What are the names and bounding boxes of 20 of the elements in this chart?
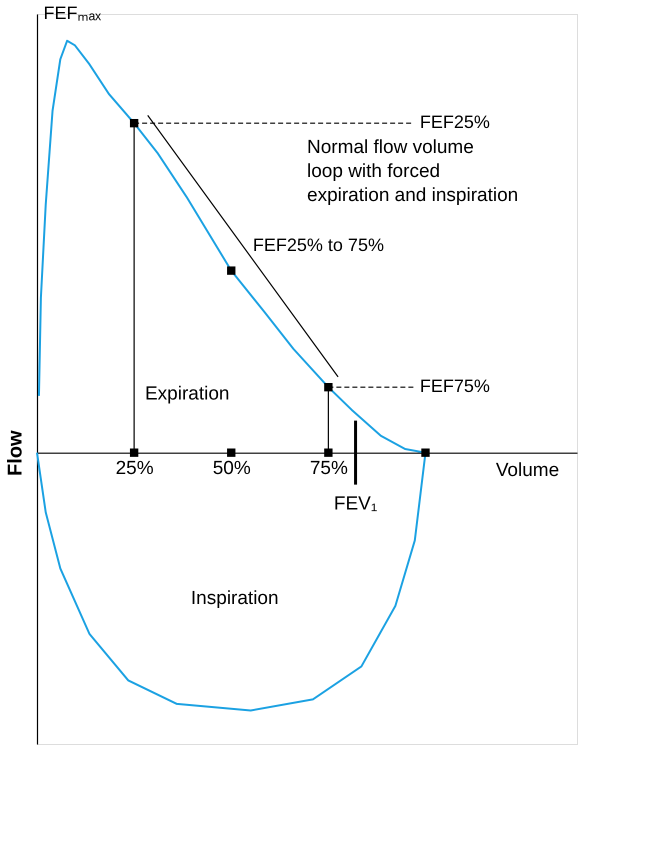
y-axis-title: Flow	[4, 430, 26, 476]
point	[130, 118, 138, 128]
series-label: FEF25% to 75%	[252, 235, 384, 256]
series-label: FEF25%	[420, 112, 490, 132]
annotation: Inspiration	[190, 588, 279, 609]
point	[324, 448, 333, 457]
x-axis-title: Volume	[496, 460, 560, 482]
ref-line-label: FEV₁	[334, 494, 378, 515]
x-tick-label: 50%	[212, 458, 251, 480]
series-label: FEF75%	[420, 376, 490, 396]
point	[227, 266, 236, 275]
point	[227, 448, 236, 457]
x-tick-label: 25%	[116, 458, 154, 480]
point	[130, 448, 138, 457]
x-tick-label: 75%	[310, 458, 348, 480]
point	[324, 383, 333, 392]
text: Normal flow volume loop with forced expiration and inspiration	[307, 137, 518, 206]
point	[421, 448, 430, 457]
text: FEFₘₐₓ	[43, 3, 102, 23]
annotation: Expiration	[145, 384, 230, 405]
